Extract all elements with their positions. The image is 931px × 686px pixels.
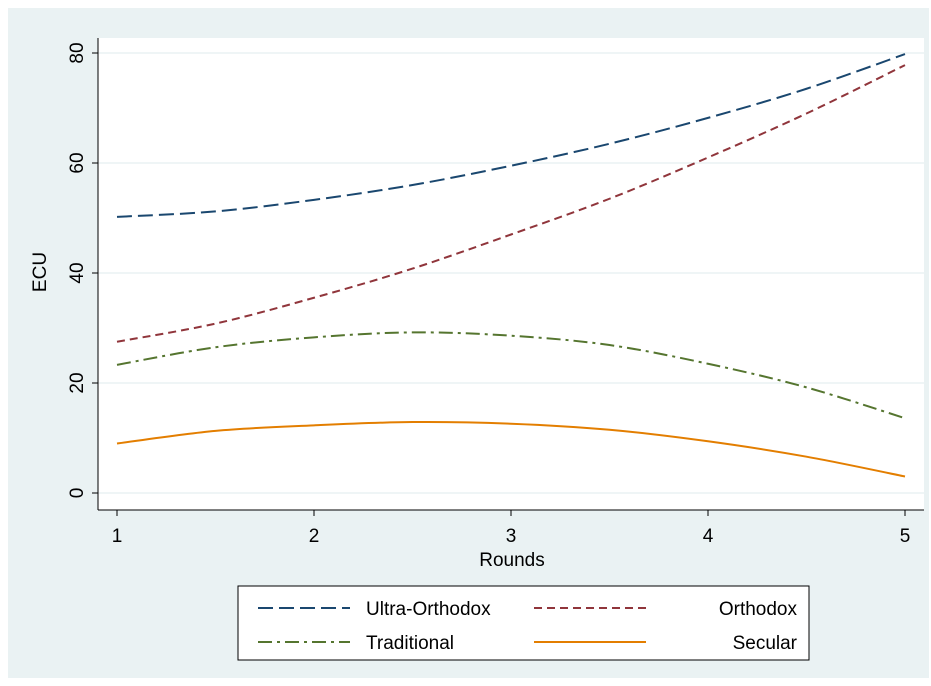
- x-tick-label: 1: [112, 526, 123, 547]
- series-line-secular: [116, 420, 906, 478]
- x-tick-label: 5: [900, 526, 911, 547]
- x-tick-label: 4: [703, 526, 714, 547]
- legend: Ultra-Orthodox Orthodox Traditional Secular: [237, 585, 810, 661]
- axes: 0 20 40 60 80 1 2 3 4 5: [67, 38, 924, 547]
- y-axis-title: ECU: [30, 252, 51, 292]
- y-tick-label: 20: [67, 372, 88, 393]
- y-tick-label: 80: [67, 42, 88, 63]
- legend-label-ultra-orthodox: Ultra-Orthodox: [366, 599, 491, 620]
- x-tick-label: 2: [309, 526, 320, 547]
- legend-box: [237, 585, 810, 661]
- y-tick-label: 40: [67, 262, 88, 283]
- x-tick-label: 3: [506, 526, 517, 547]
- plot-region: [98, 38, 924, 510]
- y-tick-label: 0: [67, 488, 88, 499]
- y-tick-label: 60: [67, 152, 88, 173]
- legend-label-orthodox: Orthodox: [719, 599, 798, 620]
- series-line-orthodox: [116, 64, 906, 343]
- x-axis-title: Rounds: [479, 550, 545, 571]
- legend-label-traditional: Traditional: [366, 633, 454, 654]
- series-line-ultra-orthodox: [116, 53, 906, 218]
- legend-label-secular: Secular: [733, 633, 798, 654]
- series-lines: [116, 53, 906, 478]
